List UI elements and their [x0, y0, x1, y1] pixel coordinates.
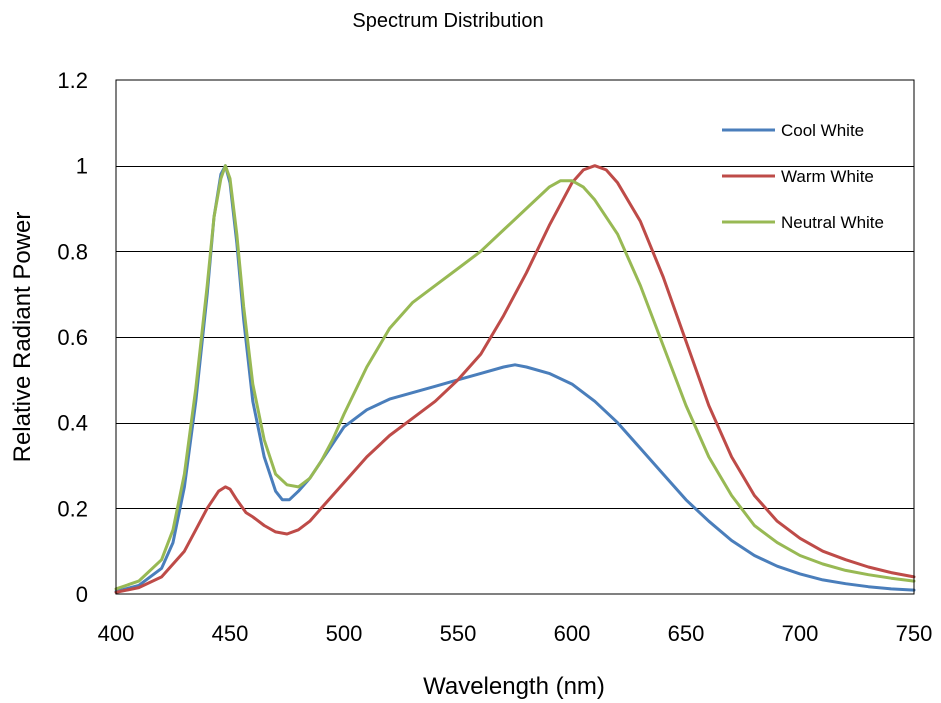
x-tick-labels: 400 450 500 550 600 650 700 750	[98, 621, 933, 646]
chart-title: Spectrum Distribution	[352, 10, 543, 32]
x-tick-label-7: 750	[896, 621, 933, 646]
y-tick-label-6: 1.2	[57, 68, 88, 93]
x-tick-label-6: 700	[782, 621, 819, 646]
y-axis-label: Relative Radiant Power	[9, 212, 36, 463]
legend-label-neutral-white: Neutral White	[781, 213, 884, 232]
y-tick-labels: 0 0.2 0.4 0.6 0.8 1 1.2	[57, 68, 88, 607]
y-tick-label-1: 0.2	[57, 496, 88, 521]
legend: Cool White Warm White Neutral White	[722, 121, 884, 232]
y-tick-label-5: 1	[76, 154, 88, 179]
series-line-warm-white	[114, 164, 916, 594]
y-tick-label-0: 0	[76, 582, 88, 607]
x-tick-label-2: 500	[326, 621, 363, 646]
x-tick-label-1: 450	[212, 621, 249, 646]
y-tick-label-2: 0.4	[57, 411, 88, 436]
legend-label-warm-white: Warm White	[781, 167, 874, 186]
series-layer	[114, 164, 916, 594]
x-tick-label-3: 550	[440, 621, 477, 646]
x-axis-label: Wavelength (nm)	[423, 673, 605, 700]
y-tick-label-4: 0.8	[57, 239, 88, 264]
x-tick-label-4: 600	[554, 621, 591, 646]
x-tick-label-5: 650	[668, 621, 705, 646]
x-tick-label-0: 400	[98, 621, 135, 646]
legend-label-cool-white: Cool White	[781, 121, 864, 140]
grid-layer	[116, 166, 914, 509]
y-tick-label-3: 0.6	[57, 325, 88, 350]
series-line-neutral-white	[114, 164, 916, 591]
plot-area-border	[115, 79, 915, 595]
